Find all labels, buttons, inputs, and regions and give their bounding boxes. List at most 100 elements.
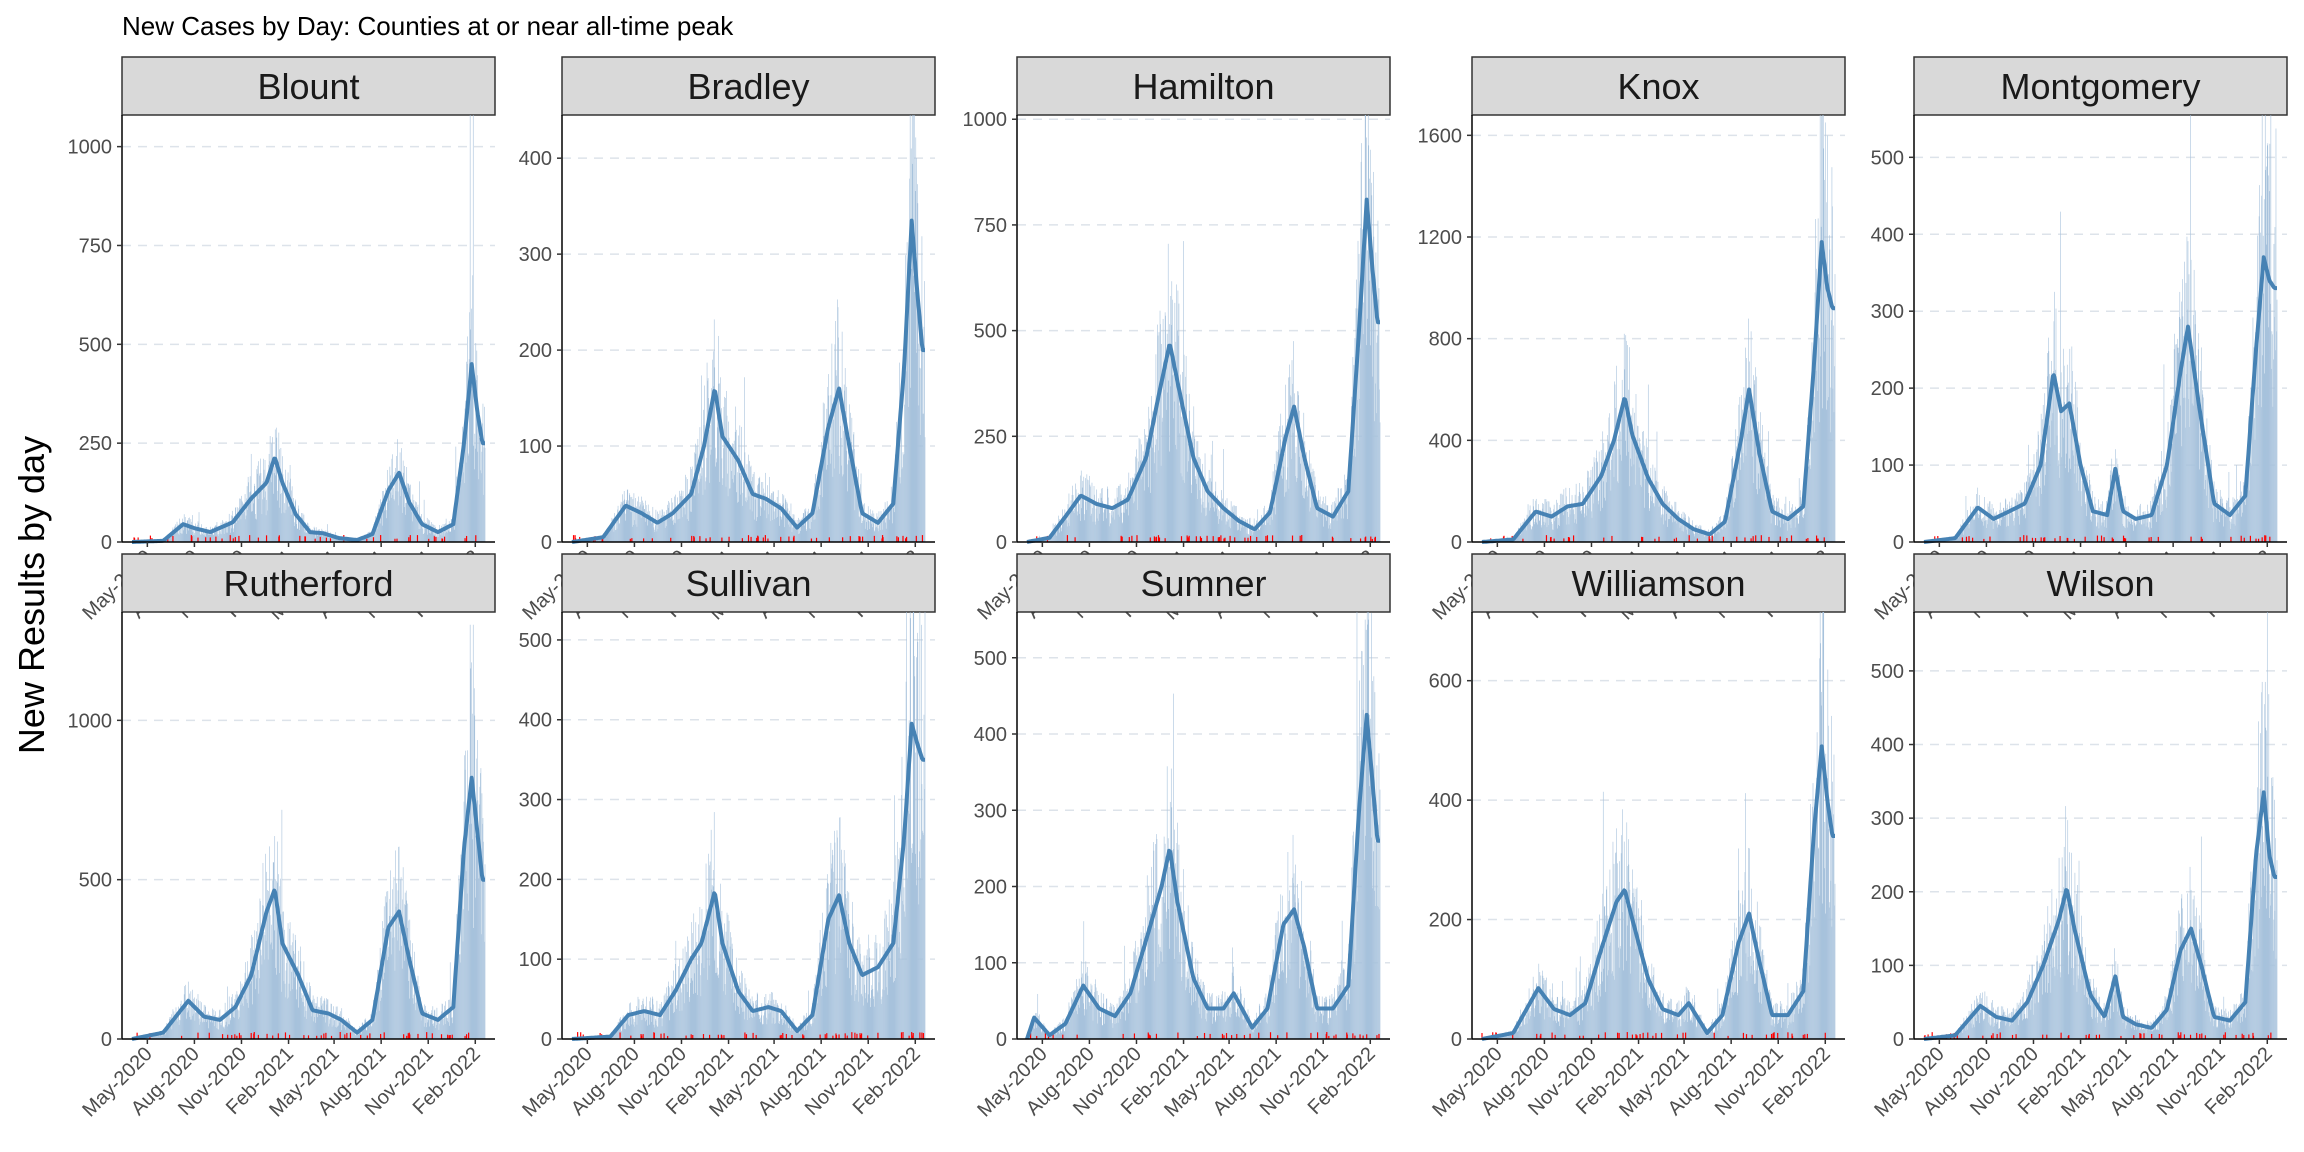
daily-bar [1630,419,1632,542]
daily-bar [390,870,391,1039]
daily-bar [380,989,382,1039]
daily-bar [1234,505,1236,542]
daily-bar [719,481,721,542]
daily-bar [375,1006,376,1039]
daily-bar [795,527,796,542]
daily-bar [689,955,691,1039]
daily-bar [1754,410,1756,542]
daily-bar [282,928,283,1039]
daily-bar [1589,485,1590,542]
daily-bar [1118,485,1119,542]
daily-bar [612,1036,614,1039]
daily-bar [1073,512,1075,542]
daily-bar [1644,507,1645,542]
daily-bar [2041,419,2043,542]
daily-bar [1999,502,2001,542]
daily-bar [2126,515,2127,542]
daily-bar [685,474,686,542]
daily-bar [1672,522,1674,542]
daily-bar [632,499,634,542]
daily-bar [1268,508,1270,542]
daily-bar [1574,494,1576,542]
daily-bar [1654,467,1656,542]
daily-bar [906,335,907,542]
daily-bar [1343,518,1344,542]
daily-bar [192,989,193,1039]
daily-bar [2115,449,2116,542]
daily-bar [889,506,890,542]
daily-bar [793,514,795,542]
daily-bar [688,499,690,542]
daily-bar [638,999,640,1039]
daily-bar [1667,526,1669,542]
daily-bar [2099,507,2100,542]
daily-bar [236,999,237,1039]
daily-bar [2063,348,2064,542]
daily-bar [1560,511,1562,542]
daily-bar [229,1024,231,1039]
daily-bar [1278,453,1280,542]
daily-bar [2041,493,2042,542]
daily-bar [1652,464,1654,542]
daily-bar [2156,521,2158,542]
daily-bar [1748,318,1749,542]
daily-bar [605,532,607,542]
daily-bar [1998,524,1999,542]
daily-bar [2046,353,2048,542]
daily-bar [234,999,236,1039]
daily-bar [918,343,919,542]
daily-bar [2135,526,2137,542]
y-tick-label: 200 [1871,378,1904,400]
daily-bar [269,461,270,542]
daily-bar [712,359,713,542]
y-tick-label: 1600 [1418,125,1463,147]
daily-bar [731,988,732,1039]
daily-bar [458,944,459,1039]
daily-bar [1330,528,1332,542]
daily-bar [625,1016,627,1039]
daily-bar [2119,474,2120,542]
daily-bar [415,1002,417,1039]
daily-bar [878,531,879,542]
daily-bar [1700,527,1701,542]
daily-bar [170,1017,171,1039]
daily-bar [2265,166,2267,542]
daily-bar [642,500,643,542]
daily-bar [395,906,397,1039]
daily-bar [2203,397,2204,542]
daily-bar [1779,520,1781,542]
daily-bar [785,498,786,542]
daily-bar [681,490,682,542]
daily-bar [222,520,223,542]
daily-bar [1187,431,1188,542]
daily-bar [734,1010,736,1039]
daily-bar [334,1027,336,1039]
daily-bar [2067,385,2069,542]
daily-bar [825,469,827,542]
daily-bar [651,522,653,542]
daily-bar [1341,497,1343,542]
daily-bar [639,502,641,542]
daily-bar [2184,261,2185,542]
daily-bar [2179,291,2181,542]
daily-bar [1775,525,1776,542]
daily-bar [182,518,183,542]
daily-bar [708,429,710,542]
daily-bar [722,952,724,1039]
daily-bar [243,503,244,542]
daily-bar [812,514,813,542]
daily-bar [382,921,383,1039]
daily-bar [894,512,895,542]
daily-bar [446,1016,447,1039]
daily-bar [2229,507,2231,542]
daily-bar [781,519,783,542]
daily-bar [2104,511,2106,542]
daily-bar [1763,482,1765,542]
daily-bar [773,491,774,542]
daily-bar [675,963,676,1039]
daily-bar [185,1018,187,1039]
daily-bar [2096,526,2097,542]
daily-bar [2063,365,2065,542]
daily-bar [2001,510,2003,542]
daily-bar [219,1009,221,1039]
